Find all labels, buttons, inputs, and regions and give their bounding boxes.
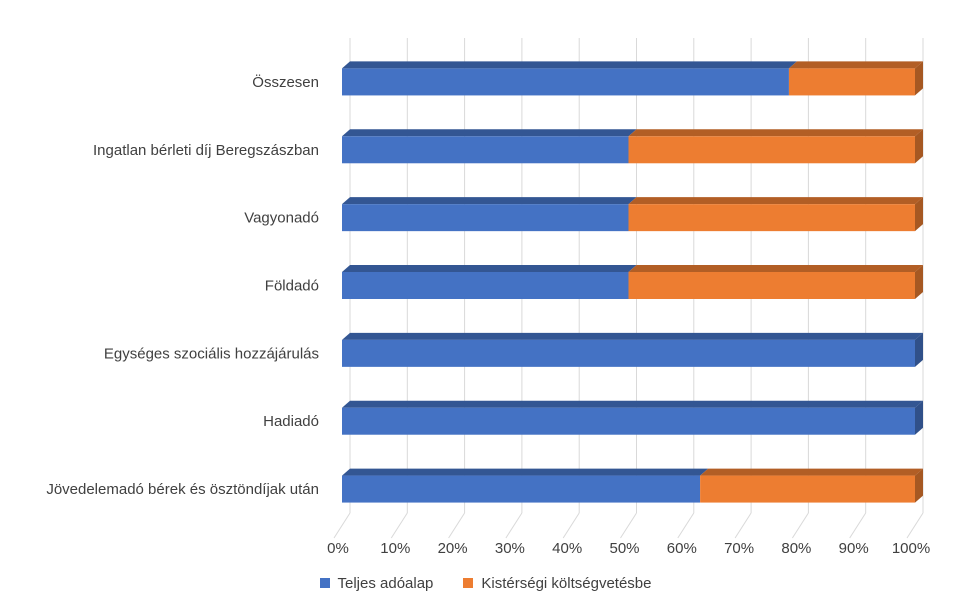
bar-top-kistersegi-koltsegvetesbe-ingatlan-berleti-dij-beregszaszban [628,129,923,137]
x-tick-label: 100% [892,540,930,557]
bar-top-teljes-adoalap-foldado [342,265,637,272]
bar-teljes-adoalap-egyseges-szocialis-hozzajarulas [342,339,915,367]
legend: Teljes adóalap Kistérségi költségvetésbe [0,572,971,594]
floor-gridline [620,512,637,539]
x-tick-label: 90% [839,540,869,557]
bar-kistersegi-koltsegvetesbe-jovedelemado-berek-es-osztondijak-utan [700,475,915,503]
x-tick-label: 80% [781,540,811,557]
bar-top-teljes-adoalap-ingatlan-berleti-dij-beregszaszban [342,129,637,137]
bar-kistersegi-koltsegvetesbe-foldado [628,272,915,299]
floor-gridline [677,512,695,539]
bar-side-vagyonado [915,197,923,232]
bar-teljes-adoalap-foldado [342,272,629,299]
bar-top-kistersegi-koltsegvetesbe-vagyonado [628,197,923,205]
floor-gridline [448,512,466,539]
category-label: Hadiadó [263,413,319,430]
category-label: Összesen [252,73,319,91]
floor-gridline [849,512,867,539]
x-tick-label: 70% [724,540,754,557]
bar-top-teljes-adoalap-egyseges-szocialis-hozzajarulas [342,332,923,340]
category-label: Földadó [265,278,319,295]
bar-top-kistersegi-koltsegvetesbe-foldado [628,265,923,272]
bar-side-hadiado [915,400,923,435]
x-tick-label: 60% [667,540,697,557]
floor-gridline [333,512,351,539]
bar-teljes-adoalap-hadiado [342,407,915,435]
bar-teljes-adoalap-jovedelemado-berek-es-osztondijak-utan [342,475,701,503]
legend-label-teljes-adoalap: Teljes adóalap [337,574,434,592]
bar-side-jovedelemado-berek-es-osztondijak-utan [915,468,923,503]
x-tick-label: 0% [327,540,349,557]
bar-top-teljes-adoalap-osszesen [342,61,797,69]
bar-top-kistersegi-koltsegvetesbe-osszesen [788,61,923,69]
bar-top-teljes-adoalap-vagyonado [342,197,637,205]
category-label: Jövedelemadó bérek és ösztöndíjak után [46,481,319,498]
floor-gridline [906,512,924,539]
bar-teljes-adoalap-vagyonado [342,204,629,232]
bar-teljes-adoalap-osszesen [342,68,789,96]
floor-gridline [562,512,580,539]
legend-swatch-teljes-adoalap [319,578,330,588]
bar-side-egyseges-szocialis-hozzajarulas [915,332,923,367]
x-tick-label: 10% [380,540,410,557]
x-tick-label: 30% [495,540,525,557]
floor-gridline [734,512,752,539]
legend-label-kistersegi-koltsegvetesbe: Kistérségi költségvetésbe [481,574,652,592]
category-label: Ingatlan bérleti díj Beregszászban [93,142,319,159]
floor-gridline [390,512,408,539]
bar-side-foldado [915,265,923,299]
floor-gridline [791,512,809,539]
bar-side-osszesen [915,61,923,96]
legend-item-teljes-adoalap: Teljes adóalap [319,574,434,592]
legend-swatch-kistersegi-koltsegvetesbe [463,578,474,588]
bar-kistersegi-koltsegvetesbe-osszesen [788,68,915,96]
bar-top-teljes-adoalap-jovedelemado-berek-es-osztondijak-utan [342,468,709,476]
bar-top-kistersegi-koltsegvetesbe-jovedelemado-berek-es-osztondijak-utan [700,468,923,476]
bar-teljes-adoalap-ingatlan-berleti-dij-beregszaszban [342,136,629,164]
bar-kistersegi-koltsegvetesbe-vagyonado [628,204,915,232]
x-tick-label: 20% [438,540,468,557]
legend-item-kistersegi-koltsegvetesbe: Kistérségi költségvetésbe [463,574,652,592]
category-label: Vagyonadó [244,210,319,227]
bar-kistersegi-koltsegvetesbe-ingatlan-berleti-dij-beregszaszban [628,136,915,164]
category-label: Egységes szociális hozzájárulás [104,345,319,362]
floor-gridline [505,512,523,539]
bar-top-teljes-adoalap-hadiado [342,400,923,408]
x-tick-label: 40% [552,540,582,557]
x-tick-label: 50% [609,540,639,557]
bar-side-ingatlan-berleti-dij-beregszaszban [915,129,923,164]
